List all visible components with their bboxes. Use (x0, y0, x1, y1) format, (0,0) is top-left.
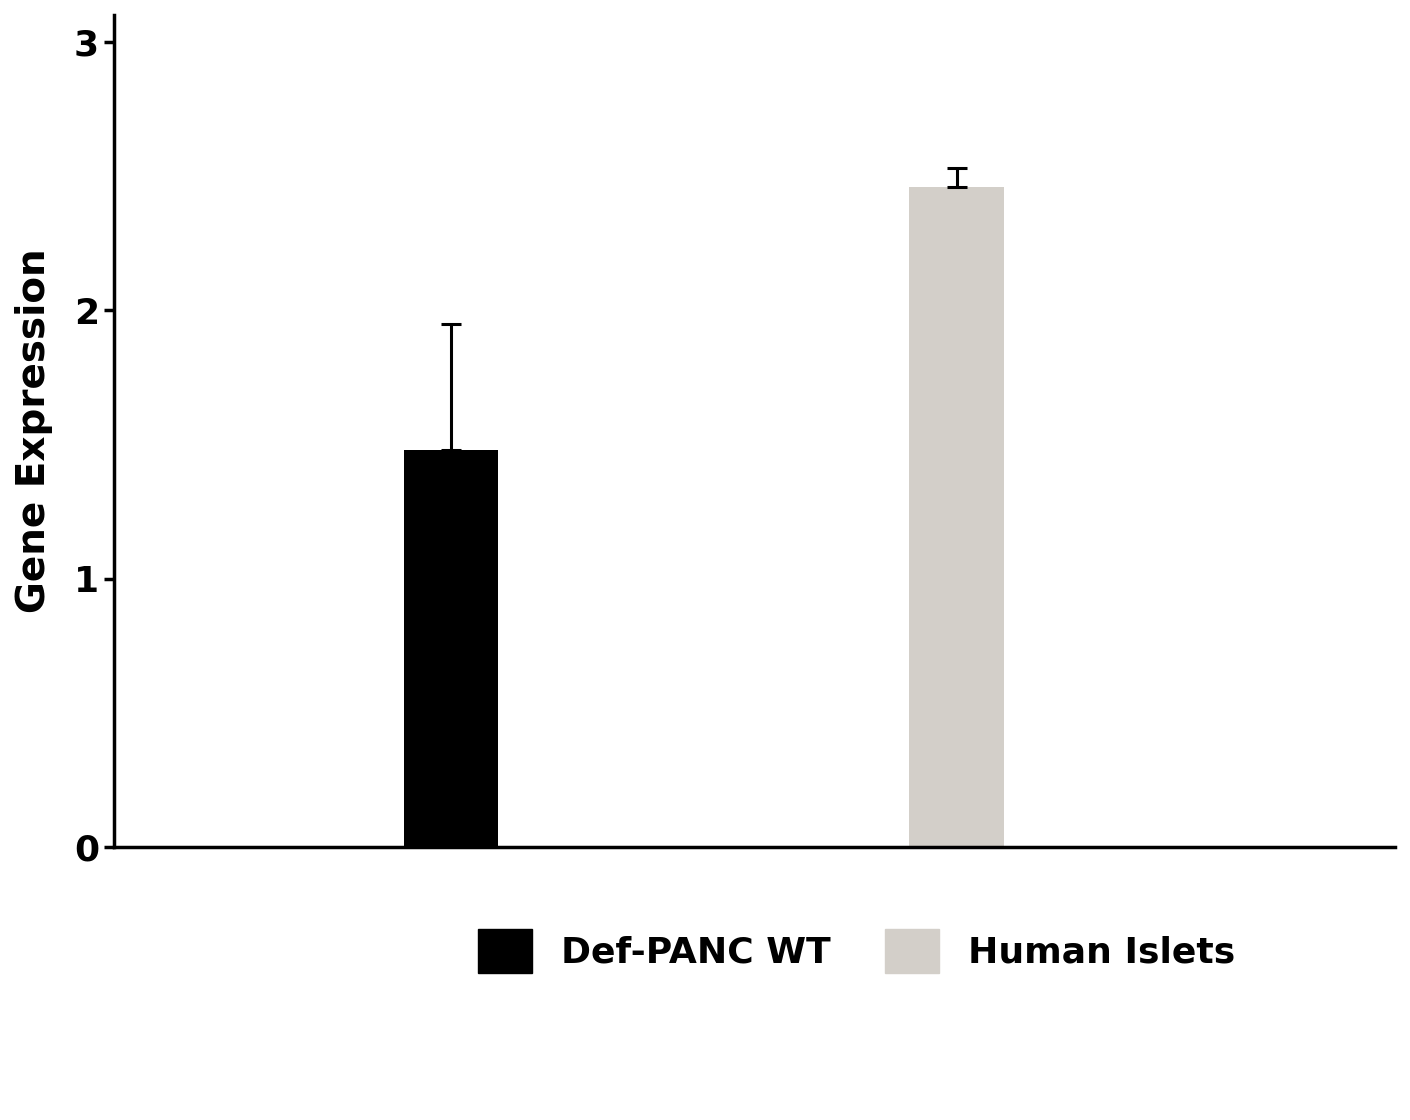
Legend: Def-PANC WT, Human Islets: Def-PANC WT, Human Islets (464, 914, 1249, 987)
Bar (909, 187, 1004, 847)
Y-axis label: Gene Expression: Gene Expression (16, 249, 54, 614)
Bar (403, 450, 498, 847)
